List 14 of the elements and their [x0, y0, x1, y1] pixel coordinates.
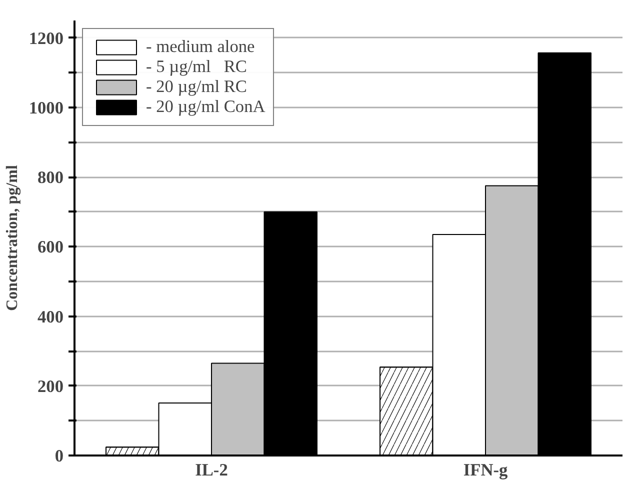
x-tick-label: IFN-g: [463, 460, 508, 480]
legend-label: - 5 µg/ml RC: [146, 57, 247, 77]
legend-label: - 20 µg/ml ConA: [146, 97, 266, 117]
y-tick-label: 1200: [28, 28, 64, 48]
y-tick-label: 400: [38, 307, 64, 326]
y-tick-label: 800: [38, 168, 64, 188]
legend-label: - 20 µg/ml RC: [146, 77, 247, 97]
y-tick-label: 600: [38, 238, 64, 257]
y-tick-label: 200: [38, 376, 64, 396]
x-tick-label: IL-2: [195, 460, 228, 480]
y-axis-title: Concentration, pg/ml: [4, 164, 21, 311]
y-tick-label: 1000: [28, 98, 64, 118]
y-tick-label: 0: [54, 446, 64, 466]
legend-label: - medium alone: [146, 37, 255, 57]
